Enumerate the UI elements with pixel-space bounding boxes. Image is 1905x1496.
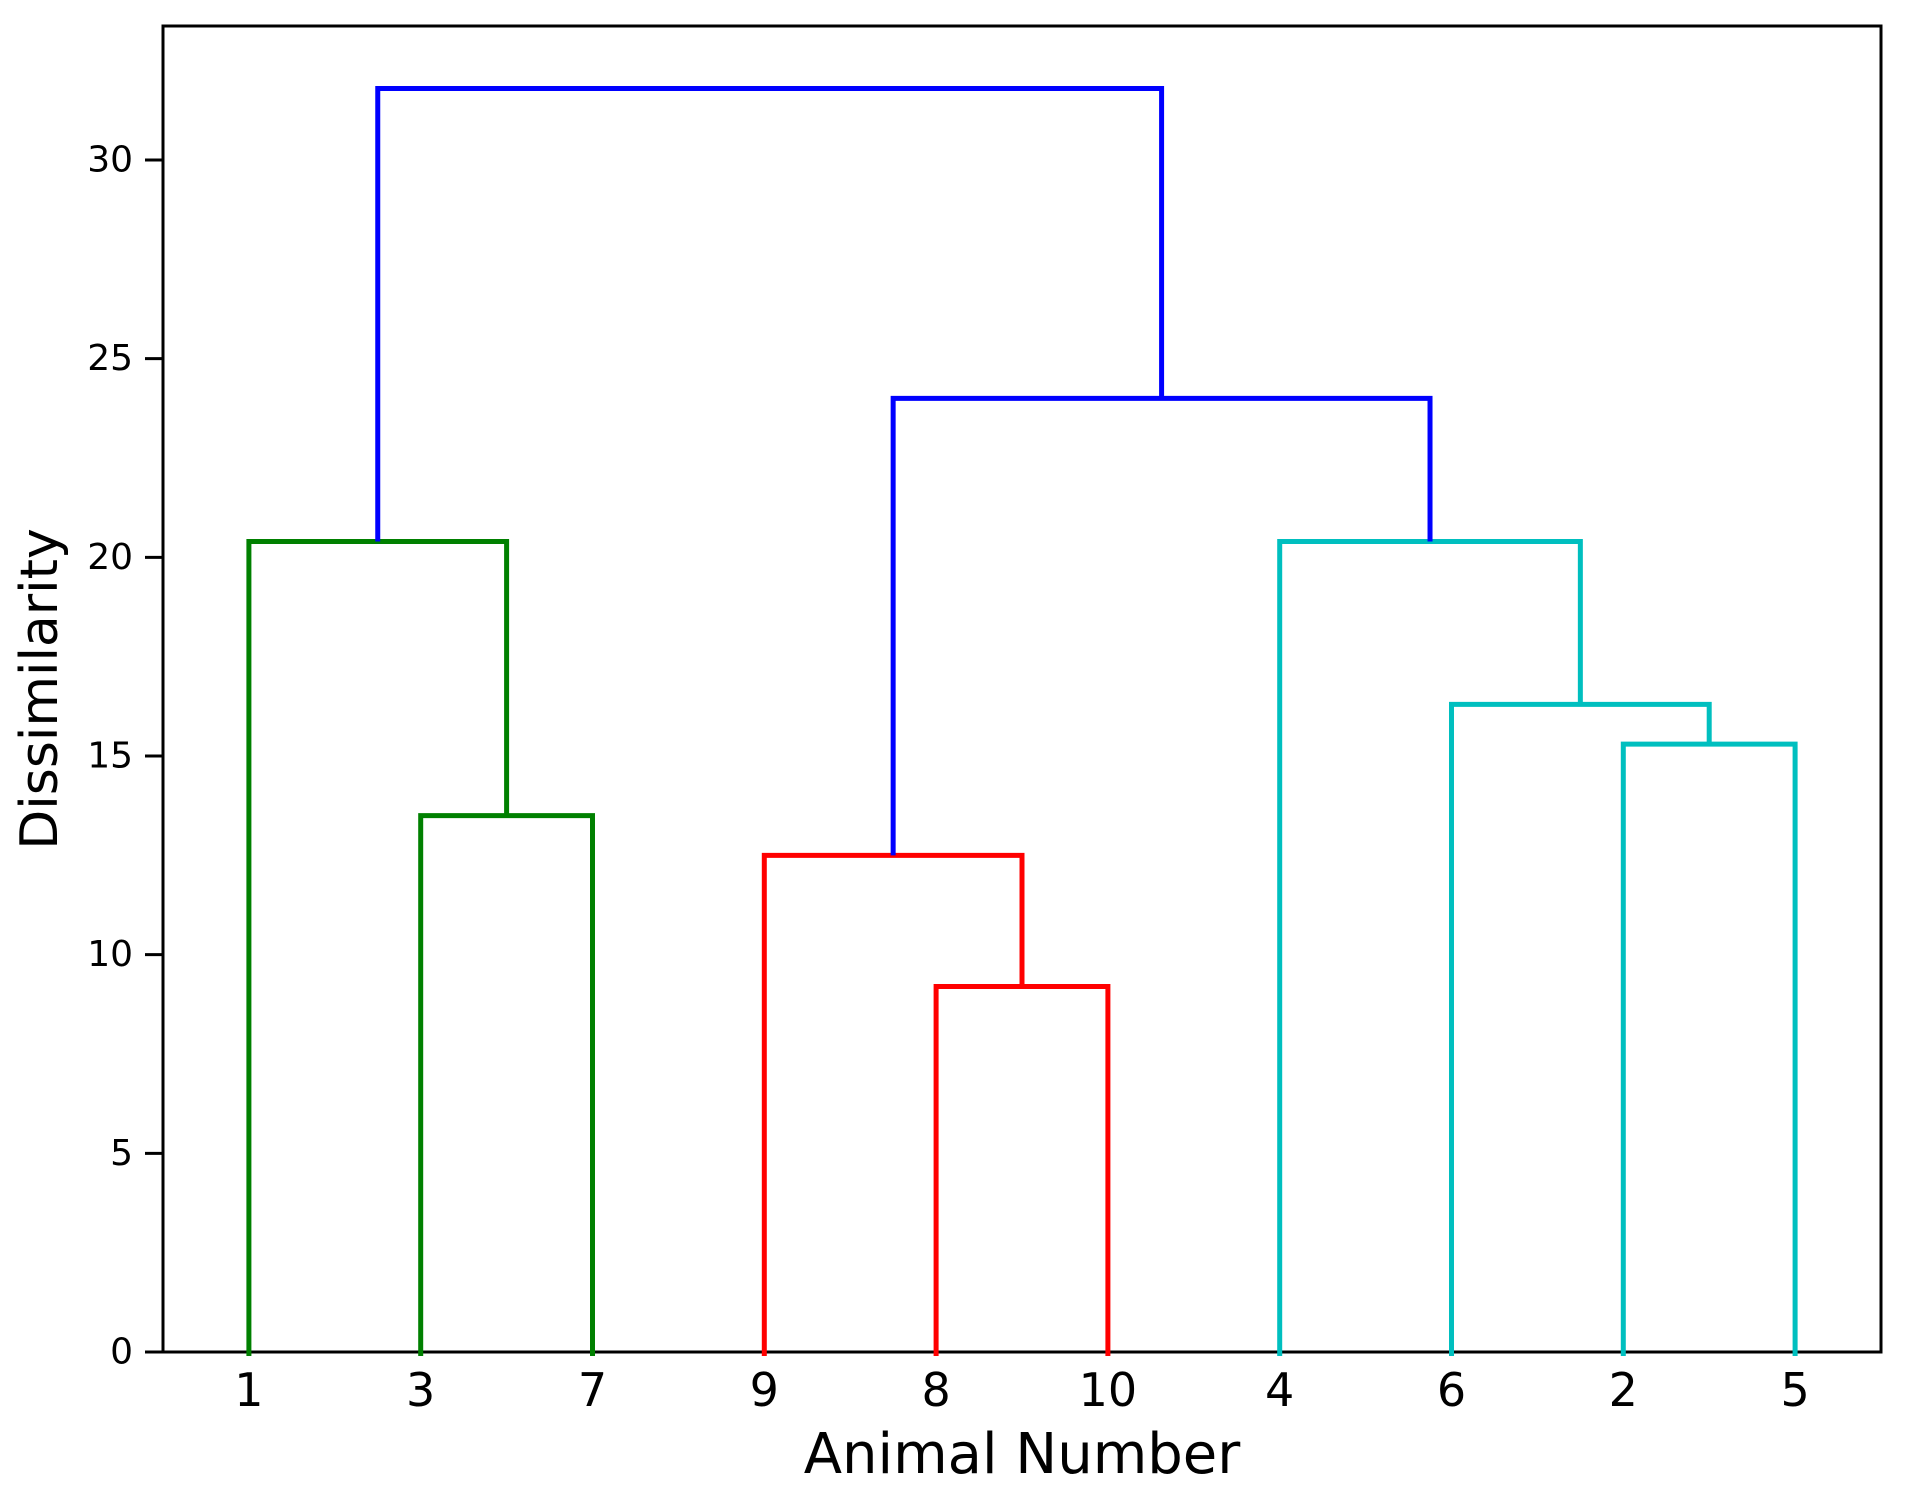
y-tick-label: 5 [110,1133,133,1174]
dendrogram-link [1277,538,1583,1356]
dendrogram-link [418,813,595,1356]
x-axis-label: Animal Number [803,1422,1241,1487]
leaf-label: 9 [750,1363,779,1417]
dendrogram-link [933,983,1111,1356]
leaf-label: 3 [406,1363,435,1417]
y-tick-label: 15 [87,736,133,777]
leaf-label: 10 [1079,1363,1138,1417]
y-tick-label: 30 [87,140,133,181]
leaf-label: 5 [1780,1363,1809,1417]
y-tick-label: 20 [87,537,133,578]
dendrogram-link [1449,701,1712,1356]
plot-frame [161,24,1883,1354]
y-tick-label: 0 [110,1332,133,1373]
dendrogram-link [890,395,1433,856]
leaf-label: 6 [1437,1363,1466,1417]
dendrogram-link [375,85,1165,542]
dendrogram-link [761,852,1025,1356]
leaf-label: 2 [1609,1363,1638,1417]
leaf-label: 8 [921,1363,950,1417]
leaf-label: 4 [1265,1363,1294,1417]
dendrogram-link [1620,741,1798,1356]
leaf-label: 7 [578,1363,607,1417]
y-tick-label: 10 [87,934,133,975]
leaf-label: 1 [234,1363,263,1417]
y-axis-label: Dissimilarity [10,528,70,850]
y-tick-label: 25 [87,338,133,379]
dendrogram-link [246,538,510,1356]
